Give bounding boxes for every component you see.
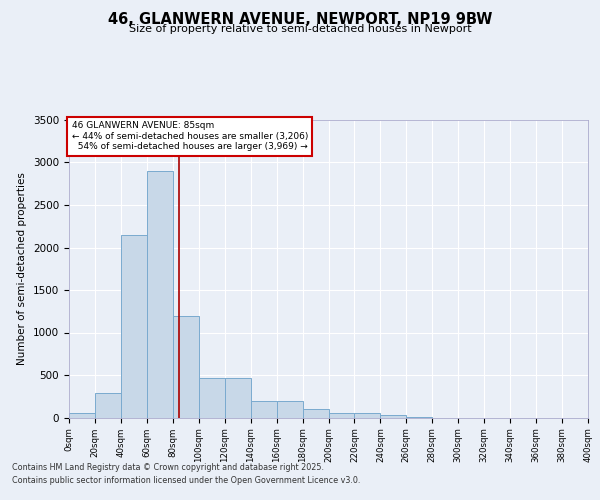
Text: 46 GLANWERN AVENUE: 85sqm
← 44% of semi-detached houses are smaller (3,206)
  54: 46 GLANWERN AVENUE: 85sqm ← 44% of semi-… [71,122,308,152]
Bar [277,400,302,417]
Text: 46, GLANWERN AVENUE, NEWPORT, NP19 9BW: 46, GLANWERN AVENUE, NEWPORT, NP19 9BW [108,12,492,28]
Y-axis label: Number of semi-detached properties: Number of semi-detached properties [17,172,28,365]
Text: Contains public sector information licensed under the Open Government Licence v3: Contains public sector information licen… [12,476,361,485]
Bar [121,235,147,418]
Bar [199,378,224,418]
Text: Contains HM Land Registry data © Crown copyright and database right 2025.: Contains HM Land Registry data © Crown c… [12,462,324,471]
Text: Size of property relative to semi-detached houses in Newport: Size of property relative to semi-detach… [128,24,472,34]
Bar [173,316,199,418]
Bar [95,393,121,417]
Bar [380,416,406,418]
Bar [302,409,329,418]
Bar [147,171,173,418]
Bar [329,413,355,418]
Bar [355,413,380,418]
Bar [251,400,277,417]
Bar [69,413,95,418]
Bar [225,378,251,418]
